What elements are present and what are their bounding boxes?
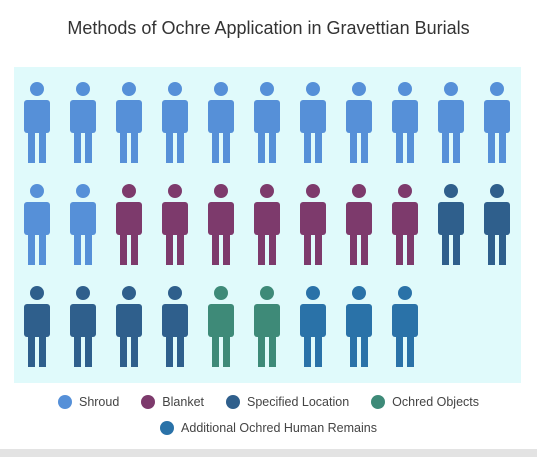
person-icon — [70, 82, 96, 163]
person-icon — [484, 82, 510, 163]
legend-label: Additional Ochred Human Remains — [181, 421, 377, 435]
pictogram-chart — [14, 67, 521, 383]
person-icon — [70, 184, 96, 265]
person-icon — [300, 286, 326, 367]
person-icon — [162, 286, 188, 367]
person-icon — [438, 82, 464, 163]
person-icon — [24, 82, 50, 163]
person-icon — [162, 184, 188, 265]
person-icon — [392, 184, 418, 265]
person-icon — [346, 184, 372, 265]
person-icon — [24, 286, 50, 367]
person-icon — [208, 286, 234, 367]
legend-label: Specified Location — [247, 395, 350, 409]
person-icon — [254, 286, 280, 367]
person-icon — [116, 286, 142, 367]
legend-swatch — [160, 421, 175, 435]
legend-swatch — [226, 395, 240, 409]
chart-title: Methods of Ochre Application in Gravetti… — [67, 18, 470, 38]
legend-item: Ochred Objects — [371, 393, 479, 411]
person-icon — [438, 184, 464, 265]
person-icon — [116, 184, 142, 265]
person-icon — [484, 184, 510, 265]
person-icon — [254, 184, 280, 265]
person-icon — [208, 184, 234, 265]
legend-item: Specified Location — [226, 393, 349, 411]
legend-label: Shroud — [78, 395, 120, 409]
person-icon — [300, 82, 326, 163]
person-icon — [70, 286, 96, 367]
legend-item: Blanket — [141, 393, 204, 411]
person-icon — [392, 82, 418, 163]
person-icon — [208, 82, 234, 163]
chart-legend: Shroud Blanket Specified Location Ochred Ob… — [0, 393, 537, 437]
person-icon — [300, 184, 326, 265]
person-icon — [392, 286, 418, 367]
person-icon — [346, 82, 372, 163]
person-icon — [254, 82, 280, 163]
legend-item: Additional Ochred Human Remains — [160, 419, 377, 437]
legend-label: Blanket — [162, 395, 204, 409]
legend-swatch — [57, 395, 72, 409]
legend-swatch — [141, 395, 156, 409]
person-icon — [24, 184, 50, 265]
legend-swatch — [371, 395, 386, 409]
person-icon — [116, 82, 142, 163]
legend-label: Ochred Objects — [392, 395, 479, 409]
person-icon — [162, 82, 188, 163]
person-icon — [346, 286, 372, 367]
legend-item: Shroud — [57, 393, 120, 411]
footer-bar — [0, 449, 537, 457]
